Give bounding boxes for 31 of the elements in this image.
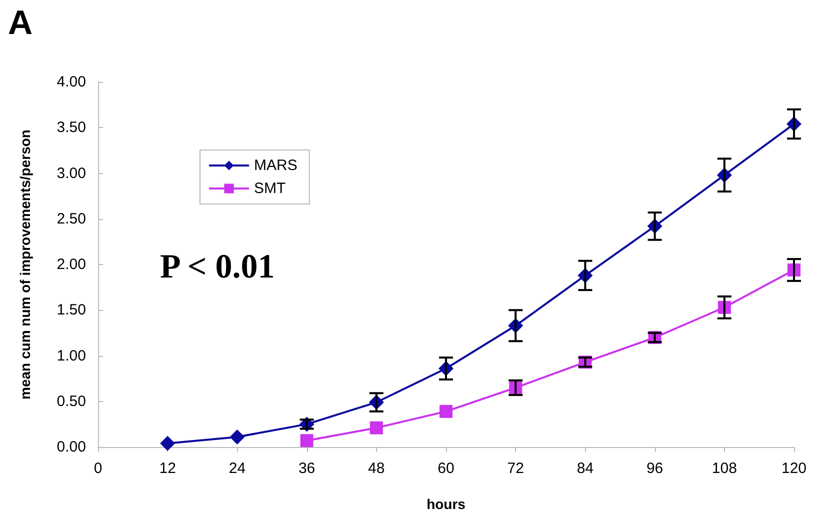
y-tick-label: 3.50 xyxy=(56,119,86,136)
x-tick-label: 120 xyxy=(781,460,807,477)
x-tick-label: 60 xyxy=(438,460,454,477)
y-tick-label: 0.00 xyxy=(56,438,86,456)
annotation: P < 0.01 xyxy=(160,248,275,286)
point xyxy=(230,429,245,444)
y-tick-label: 4.00 xyxy=(56,74,86,90)
y-tick-label: 2.50 xyxy=(56,210,86,228)
legend-label: MARS xyxy=(254,157,298,174)
x-tick-label: 12 xyxy=(159,460,176,477)
text: A xyxy=(8,4,33,42)
x-tick-label: 108 xyxy=(712,460,737,477)
x-tick-label: 0 xyxy=(94,460,102,477)
y-tick-label: 1.00 xyxy=(56,347,86,364)
point xyxy=(160,436,176,451)
x-tick-label: 84 xyxy=(576,460,594,477)
y-tick-label: 3.00 xyxy=(56,164,86,182)
x-tick-label: 72 xyxy=(507,460,524,477)
x-tick-label: 36 xyxy=(298,460,316,477)
y-tick-label: 1.50 xyxy=(56,302,86,319)
point xyxy=(300,434,314,448)
y-tick-label: 0.50 xyxy=(56,392,86,410)
point xyxy=(440,404,452,418)
legend-label: SMT xyxy=(254,180,286,197)
y-axis-title: mean cum num of improvements/person xyxy=(17,130,33,400)
x-tick-label: 96 xyxy=(646,460,664,477)
x-axis-title: hours xyxy=(426,496,466,512)
x-tick-label: 24 xyxy=(228,460,246,477)
x-tick-label: 48 xyxy=(368,460,385,477)
point xyxy=(370,421,383,434)
y-tick-label: 2.00 xyxy=(56,256,86,273)
